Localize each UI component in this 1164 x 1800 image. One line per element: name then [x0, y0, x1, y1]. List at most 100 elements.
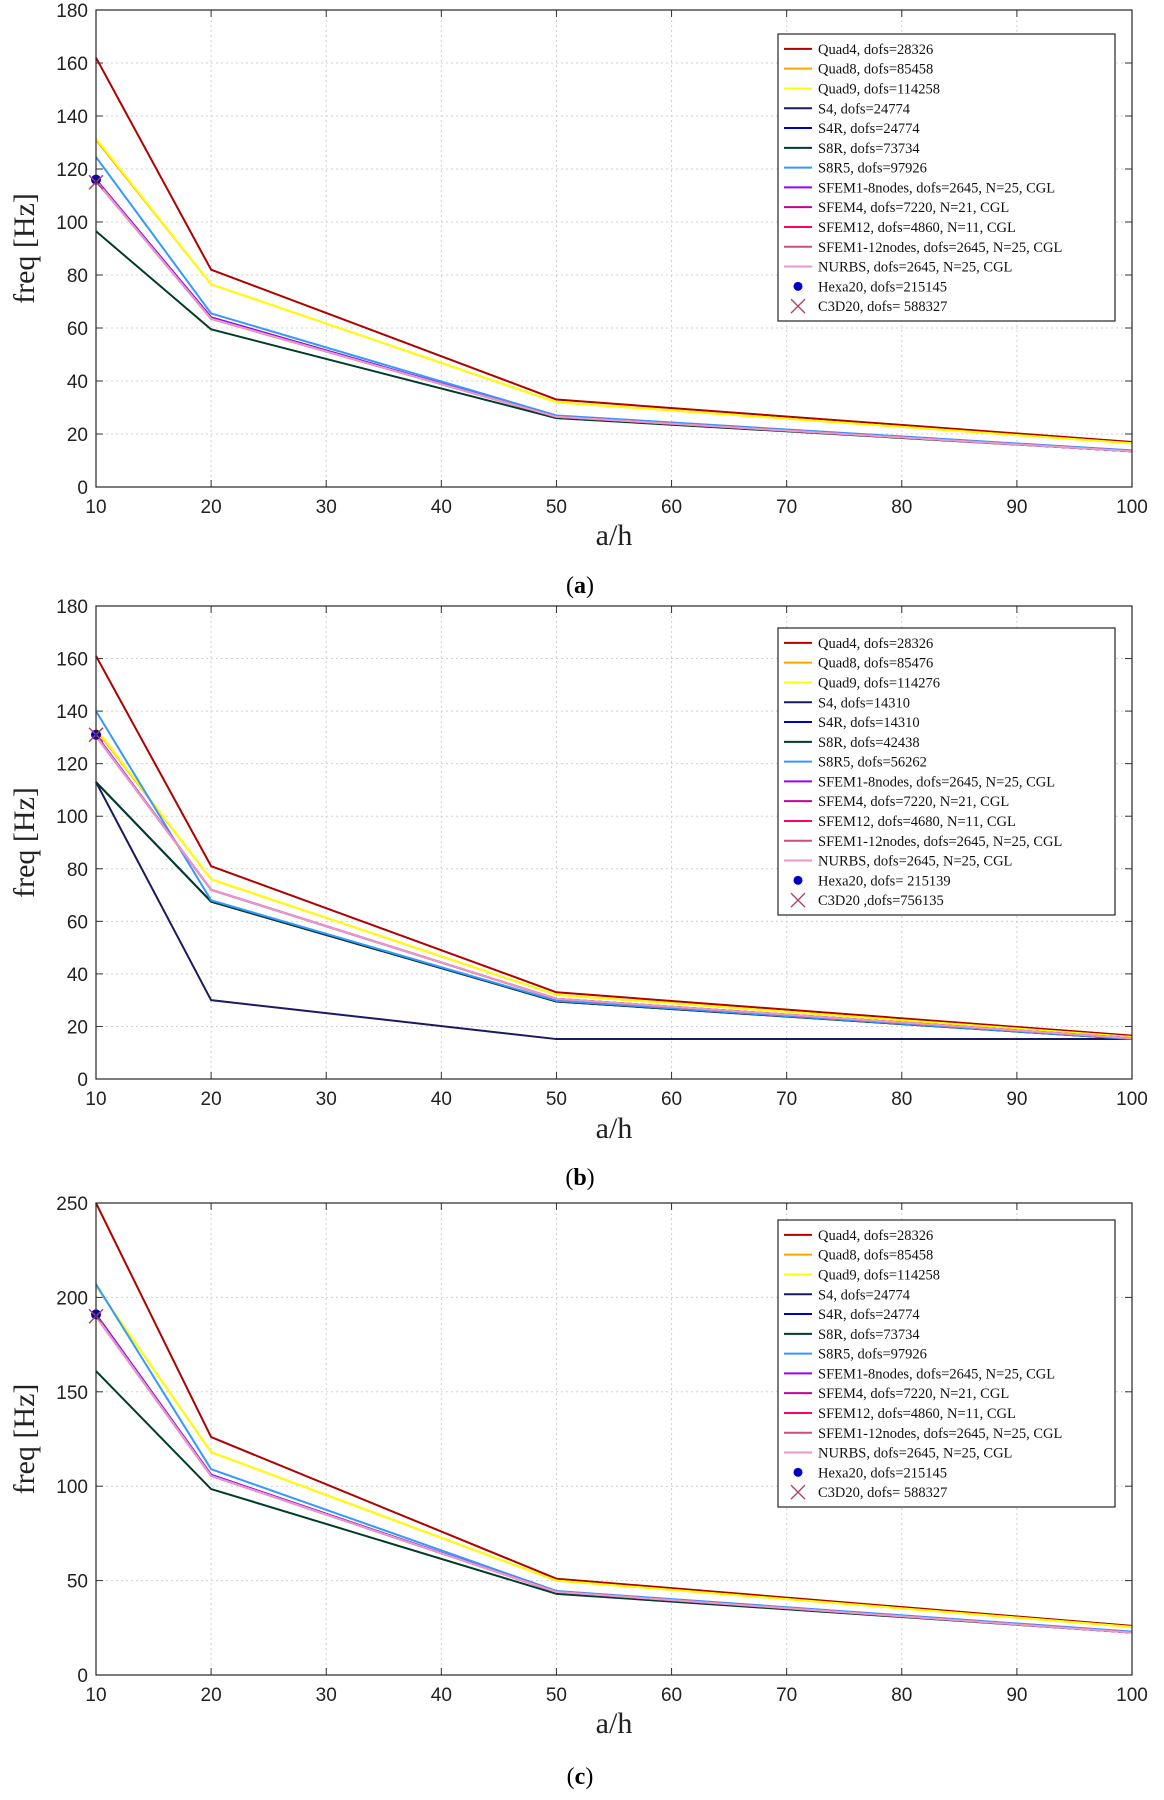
panel-caption: (a): [566, 573, 594, 599]
y-tick-label: 20: [67, 1017, 88, 1038]
x-tick-label: 20: [201, 1685, 222, 1706]
x-tick-label: 10: [85, 1089, 106, 1110]
x-tick-label: 50: [546, 1685, 567, 1706]
x-tick-label: 70: [776, 1089, 797, 1110]
legend-swatch-dot: [793, 875, 803, 885]
y-tick-label: 160: [56, 54, 88, 75]
y-tick-label: 120: [56, 160, 88, 181]
panel-caption-letter: b: [573, 1165, 586, 1191]
legend-entry: C3D20, dofs= 588327: [818, 1485, 947, 1501]
series-line-7: [95, 710, 1133, 1041]
legend-entry: NURBS, dofs=2645, N=25, CGL: [818, 260, 1012, 276]
y-tick-label: 250: [56, 1194, 88, 1215]
legend-entry: S8R, dofs=73734: [818, 141, 920, 157]
axes-box: [95, 9, 1133, 488]
legend-entry: S8R5, dofs=97926: [818, 161, 927, 177]
legend-entry: S8R, dofs=73734: [818, 1327, 920, 1343]
legend-entry: Quad9, dofs=114258: [818, 1267, 940, 1283]
y-tick-label: 0: [77, 1666, 88, 1687]
legend: Quad4, dofs=28326 Quad8, dofs=85458 Quad9,…: [777, 33, 1116, 322]
series-line-1: [95, 655, 1133, 1037]
y-tick-label: 40: [67, 372, 88, 393]
legend-entry: SFEM1-8nodes, dofs=2645, N=25, CGL: [818, 774, 1055, 790]
legend-entry: Quad9, dofs=114276: [818, 675, 940, 691]
y-tick-label: 100: [56, 213, 88, 234]
x-tick-label: 90: [1006, 1089, 1027, 1110]
panel-caption: (c): [567, 1764, 594, 1790]
y-tick-label: 50: [67, 1572, 88, 1593]
panel-caption-letter: c: [575, 1764, 586, 1790]
x-tick-label: 70: [776, 1685, 797, 1706]
legend-entry: S8R, dofs=42438: [818, 735, 920, 751]
legend-entry: S4, dofs=24774: [818, 1287, 911, 1303]
series-line-12: [95, 1315, 1133, 1634]
y-tick-label: 180: [56, 1, 88, 22]
panel-caption-letter: a: [574, 573, 586, 599]
y-axis-label: freq [Hz]: [8, 787, 41, 898]
y-tick-label: 160: [56, 650, 88, 671]
series-line-1: [95, 57, 1133, 443]
y-axis-label: freq [Hz]: [8, 193, 41, 304]
legend-entry: Quad8, dofs=85458: [818, 1248, 933, 1264]
y-tick-label: 0: [77, 478, 88, 499]
legend-box: [777, 1219, 1116, 1508]
x-tick-label: 60: [661, 1685, 682, 1706]
y-axis-label: freq [Hz]: [8, 1384, 41, 1495]
legend-entry: SFEM1-12nodes, dofs=2645, N=25, CGL: [818, 834, 1062, 850]
series-line-7: [95, 156, 1133, 452]
legend-swatch-cross: [790, 298, 806, 314]
legend-swatch-cross: [790, 892, 806, 908]
x-tick-label: 70: [776, 497, 797, 518]
legend-entry: S8R5, dofs=97926: [818, 1347, 927, 1363]
legend: Quad4, dofs=28326 Quad8, dofs=85476 Quad9,…: [777, 627, 1116, 916]
legend-entry: Quad8, dofs=85458: [818, 62, 933, 78]
y-tick-label: 140: [56, 107, 88, 128]
x-tick-label: 60: [661, 1089, 682, 1110]
x-tick-label: 40: [431, 497, 452, 518]
x-tick-label: 100: [1116, 1685, 1148, 1706]
legend-entry: NURBS, dofs=2645, N=25, CGL: [818, 854, 1012, 870]
y-tick-label: 100: [56, 807, 88, 828]
y-tick-label: 80: [67, 266, 88, 287]
x-tick-label: 40: [431, 1089, 452, 1110]
x-axis-label: a/h: [596, 1112, 633, 1145]
legend-entry: Quad8, dofs=85476: [818, 656, 933, 672]
legend-entry: SFEM1-12nodes, dofs=2645, N=25, CGL: [818, 1426, 1062, 1442]
legend-entry: SFEM1-8nodes, dofs=2645, N=25, CGL: [818, 180, 1055, 196]
series-line-12: [95, 735, 1133, 1040]
legend-entry: SFEM1-8nodes, dofs=2645, N=25, CGL: [818, 1366, 1055, 1382]
x-axis-label: a/h: [596, 1707, 633, 1740]
x-tick-label: 10: [85, 1685, 106, 1706]
x-axis-label: a/h: [596, 519, 633, 552]
legend-entry: NURBS, dofs=2645, N=25, CGL: [818, 1446, 1012, 1462]
legend-entry: Hexa20, dofs=215145: [818, 279, 947, 295]
y-tick-label: 100: [56, 1477, 88, 1498]
legend-swatch-cross: [790, 1484, 806, 1500]
legend-entry: C3D20 ,dofs=756135: [818, 893, 944, 909]
x-tick-label: 80: [891, 497, 912, 518]
chart-panel-c: 10 20 30 40 50 60 70 80 90 100 0 50 100 150 200 250 a/h f…: [8, 1194, 1148, 1790]
series-line-3: [95, 1285, 1133, 1628]
series-line-1: [95, 1202, 1133, 1627]
y-tick-label: 140: [56, 702, 88, 723]
legend-entry: SFEM12, dofs=4860, N=11, CGL: [818, 220, 1016, 236]
x-tick-label: 10: [85, 497, 106, 518]
x-tick-label: 60: [661, 497, 682, 518]
y-tick-label: 200: [56, 1288, 88, 1309]
legend-swatch-dot: [793, 281, 803, 291]
legend-entry: Quad4, dofs=28326: [818, 636, 933, 652]
panel-caption: (b): [565, 1165, 594, 1191]
y-tick-label: 40: [67, 965, 88, 986]
legend-box: [777, 627, 1116, 916]
series-line-12: [95, 180, 1133, 453]
x-tick-label: 20: [201, 497, 222, 518]
y-tick-label: 60: [67, 912, 88, 933]
y-tick-label: 150: [56, 1383, 88, 1404]
x-tick-label: 90: [1006, 497, 1027, 518]
legend-entry: SFEM4, dofs=7220, N=21, CGL: [818, 794, 1009, 810]
y-tick-label: 0: [77, 1070, 88, 1091]
legend-entry: Hexa20, dofs=215145: [818, 1465, 947, 1481]
legend-entry: SFEM4, dofs=7220, N=21, CGL: [818, 200, 1009, 216]
legend-entry: S4R, dofs=24774: [818, 121, 920, 137]
